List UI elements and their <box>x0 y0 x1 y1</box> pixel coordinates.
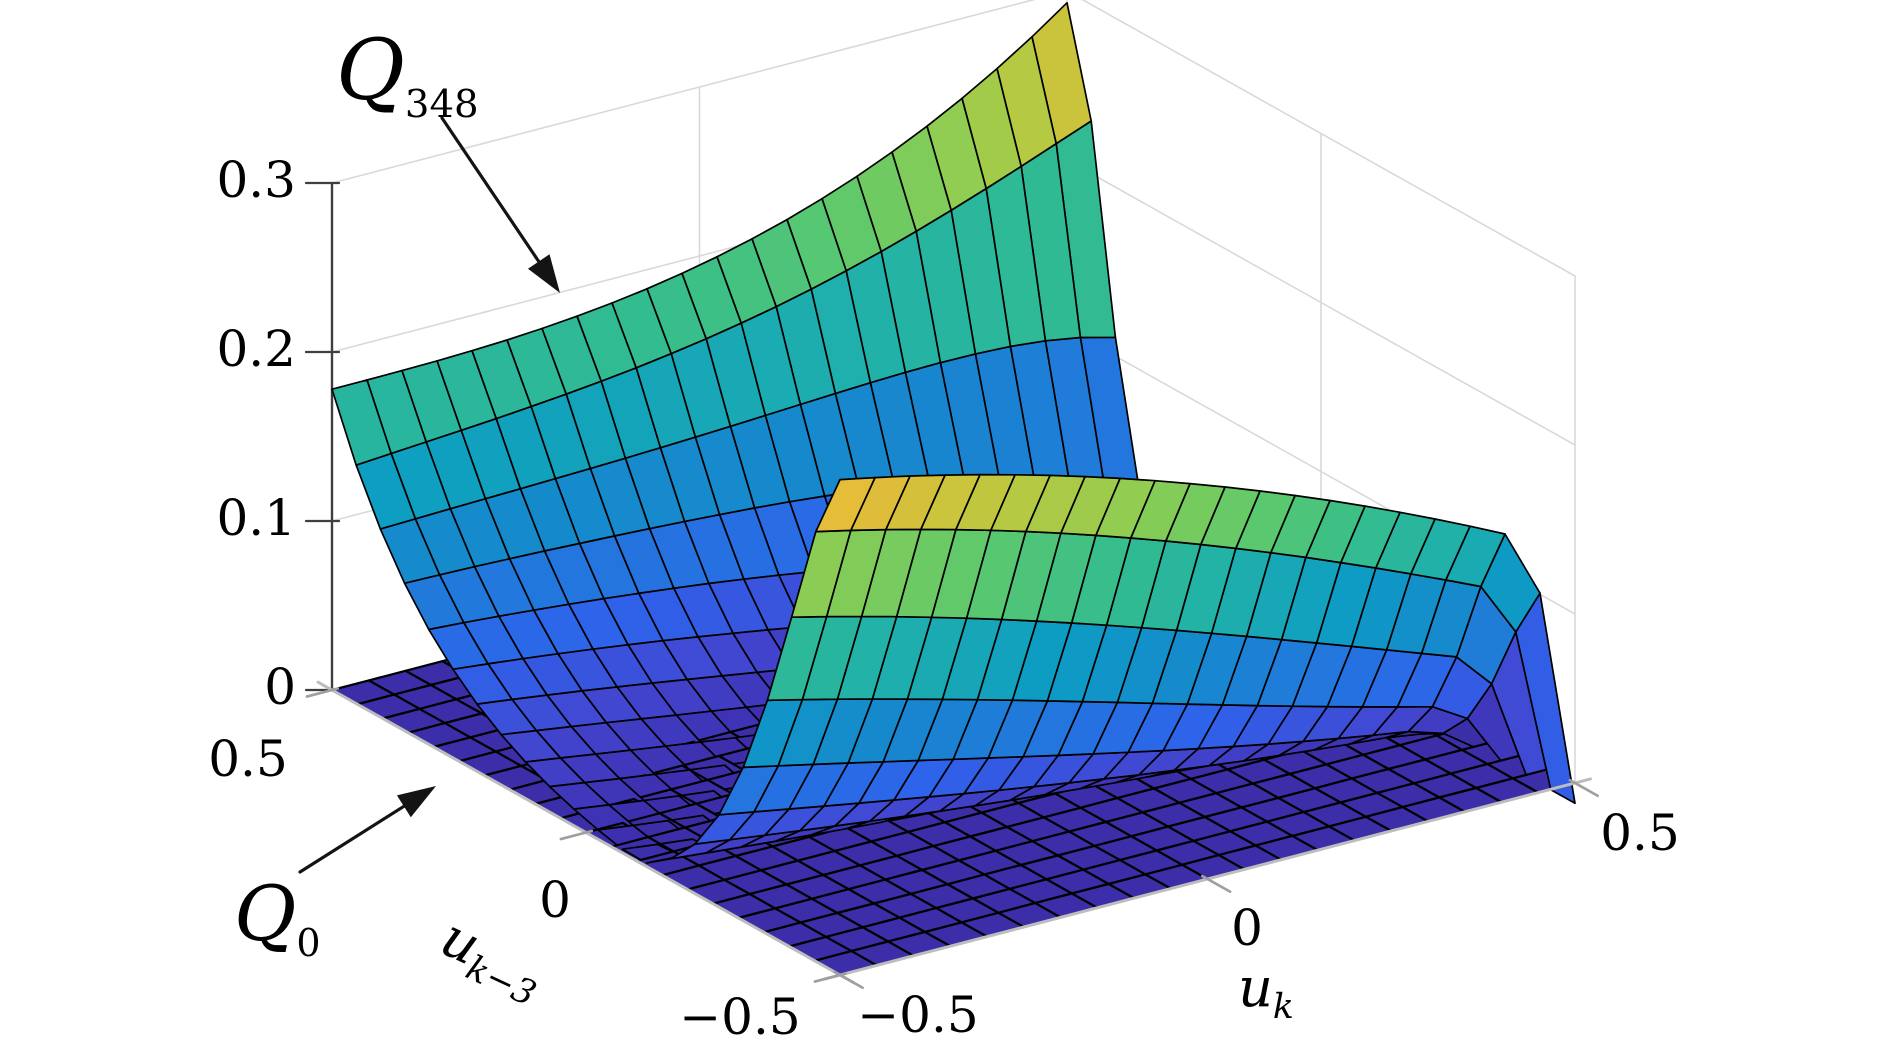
annotation-q0-subscript: 0 <box>296 921 321 966</box>
y-tick-0: 0 <box>539 871 571 929</box>
z-tick-0: 0 <box>264 658 296 716</box>
z-tick-0.1: 0.1 <box>216 489 296 547</box>
y-tick-neg0.5: −0.5 <box>679 988 801 1046</box>
x-tick-0.5: 0.5 <box>1600 804 1680 862</box>
annotation-q348: Q348 <box>336 21 479 124</box>
y-tick-0.5: 0.5 <box>208 730 288 788</box>
x-tick-neg0.5: −0.5 <box>857 986 979 1044</box>
x-axis-label: uk <box>1186 956 1346 1024</box>
x-axis-label-base: u <box>1238 956 1273 1019</box>
z-tick-0.3: 0.3 <box>216 151 296 209</box>
annotation-q0-base: Q <box>234 869 297 958</box>
x-tick-0: 0 <box>1231 899 1263 957</box>
annotation-q348-base: Q <box>336 21 405 119</box>
x-axis-label-subscript: k <box>1272 986 1294 1027</box>
z-tick-0.2: 0.2 <box>216 320 296 378</box>
annotation-q0: Q0 <box>234 869 321 962</box>
annotation-q348-subscript: 348 <box>404 81 479 127</box>
